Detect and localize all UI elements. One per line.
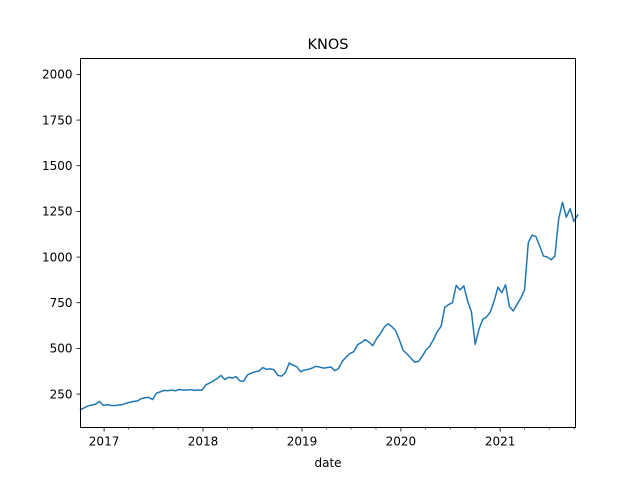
y-tick-label: 1500 — [42, 159, 73, 173]
plot-area — [79, 201, 579, 411]
x-axis: 2017 2018 2019 2020 2021 — [89, 427, 575, 449]
y-tick-label: 500 — [50, 342, 73, 356]
y-axis: 250 500 750 1000 1250 1500 1750 2000 — [42, 68, 81, 401]
y-tick-label: 1750 — [42, 113, 73, 127]
x-tick-label: 2019 — [287, 435, 318, 449]
x-tick-label: 2018 — [188, 435, 219, 449]
x-tick-label: 2017 — [89, 435, 120, 449]
x-tick-label: 2020 — [386, 435, 417, 449]
plot-frame — [80, 58, 576, 428]
y-tick-label: 1000 — [42, 250, 73, 264]
x-tick-label: 2021 — [485, 435, 516, 449]
y-tick-label: 750 — [50, 296, 73, 310]
y-tick-label: 1250 — [42, 205, 73, 219]
series-line-0 — [79, 201, 579, 411]
y-tick-label: 250 — [50, 387, 73, 401]
x-axis-label: date — [314, 456, 341, 470]
chart-title: KNOS — [308, 37, 349, 53]
y-tick-label: 2000 — [42, 68, 73, 82]
